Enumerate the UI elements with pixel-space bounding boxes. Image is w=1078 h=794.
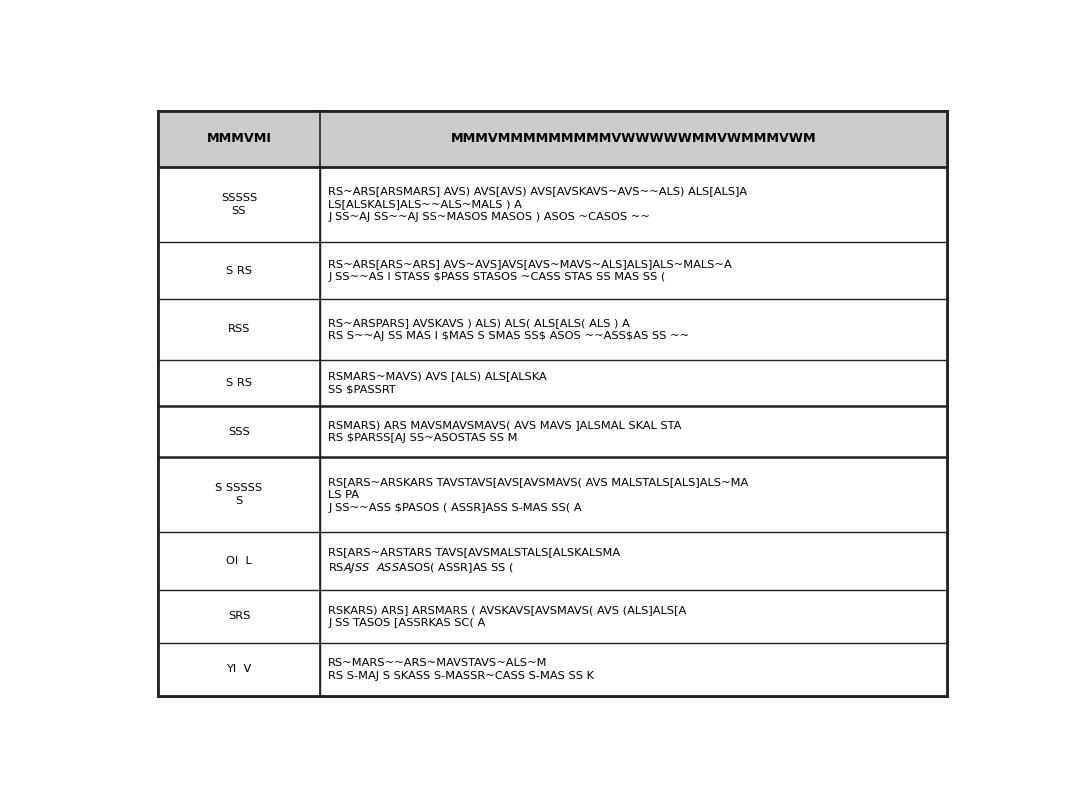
Bar bbox=[320, 590, 946, 643]
Bar bbox=[320, 457, 946, 533]
Bar bbox=[320, 643, 946, 696]
Bar bbox=[320, 242, 946, 299]
Text: RSKARS) ARS] ARSMARS ( AVSKAVS[AVSMAVS( AVS (ALS]ALS[A
J SS TASOS [ASSRKAS SC( A: RSKARS) ARS] ARSMARS ( AVSKAVS[AVSMAVS( … bbox=[328, 605, 687, 628]
Text: RS[ARS~ARSKARS TAVSTAVS[AVS[AVSMAVS( AVS MALSTALS[ALS]ALS~MA
LS PA
J SS~~ASS $PA: RS[ARS~ARSKARS TAVSTAVS[AVS[AVSMAVS( AVS… bbox=[328, 476, 748, 513]
Text: YI  V: YI V bbox=[226, 665, 251, 674]
Text: S RS: S RS bbox=[226, 265, 252, 276]
Text: SSS: SSS bbox=[229, 427, 250, 437]
Bar bbox=[320, 110, 946, 167]
Text: RS~ARS[ARS~ARS] AVS~AVS]AVS[AVS~MAVS~ALS]ALS]ALS~MALS~A
J SS~~AS I STASS $PASS S: RS~ARS[ARS~ARS] AVS~AVS]AVS[AVS~MAVS~ALS… bbox=[328, 259, 732, 282]
Text: MMMVMI: MMMVMI bbox=[207, 132, 272, 145]
Bar bbox=[158, 590, 320, 643]
Bar bbox=[158, 167, 320, 242]
Text: RS[ARS~ARSTARS TAVS[AVSMALSTALS[ALSKALSMA
RS$AJ SS~~ASS$ASOS( ASSR]AS SS (: RS[ARS~ARSTARS TAVS[AVSMALSTALS[ALSKALSM… bbox=[328, 547, 620, 575]
Bar bbox=[320, 299, 946, 360]
Text: S RS: S RS bbox=[226, 378, 252, 388]
Text: RS~ARS[ARSMARS] AVS) AVS[AVS) AVS[AVSKAVS~AVS~~ALS) ALS[ALS]A
LS[ALSKALS]ALS~~AL: RS~ARS[ARSMARS] AVS) AVS[AVS) AVS[AVSKAV… bbox=[328, 186, 747, 222]
Text: RS~ARSPARS] AVSKAVS ) ALS) ALS( ALS[ALS( ALS ) A
RS S~~AJ SS MAS I $MAS S SMAS S: RS~ARSPARS] AVSKAVS ) ALS) ALS( ALS[ALS(… bbox=[328, 318, 690, 341]
Text: OI  L: OI L bbox=[226, 556, 252, 566]
Bar bbox=[320, 360, 946, 407]
Bar bbox=[158, 643, 320, 696]
Text: MMMVMMMMMMMMMVWWWWWMMVWMMMVWM: MMMVMMMMMMMMMVWWWWWMMVWMMMVWM bbox=[451, 132, 816, 145]
Bar bbox=[158, 242, 320, 299]
Bar bbox=[320, 407, 946, 457]
Text: RSMARS~MAVS) AVS [ALS) ALS[ALSKA
SS $PASSRT: RSMARS~MAVS) AVS [ALS) ALS[ALSKA SS $PAS… bbox=[328, 372, 547, 395]
Text: SRS: SRS bbox=[227, 611, 250, 621]
Bar bbox=[158, 299, 320, 360]
Bar bbox=[158, 407, 320, 457]
Bar bbox=[158, 360, 320, 407]
Bar bbox=[158, 110, 320, 167]
Text: RS~MARS~~ARS~MAVSTAVS~ALS~M
RS S-MAJ S SKASS S-MASSR~CASS S-MAS SS K: RS~MARS~~ARS~MAVSTAVS~ALS~M RS S-MAJ S S… bbox=[328, 657, 594, 680]
Text: SSSSS
SS: SSSSS SS bbox=[221, 193, 258, 216]
Text: S SSSSS
S: S SSSSS S bbox=[216, 484, 263, 507]
Bar bbox=[158, 457, 320, 533]
Bar bbox=[158, 533, 320, 590]
Bar bbox=[320, 533, 946, 590]
Bar bbox=[320, 167, 946, 242]
Text: RSS: RSS bbox=[227, 325, 250, 334]
Text: RSMARS) ARS MAVSMAVSMAVS( AVS MAVS ]ALSMAL SKAL STA
RS $PARSS[AJ SS~ASOSTAS SS M: RSMARS) ARS MAVSMAVSMAVS( AVS MAVS ]ALSM… bbox=[328, 420, 681, 443]
